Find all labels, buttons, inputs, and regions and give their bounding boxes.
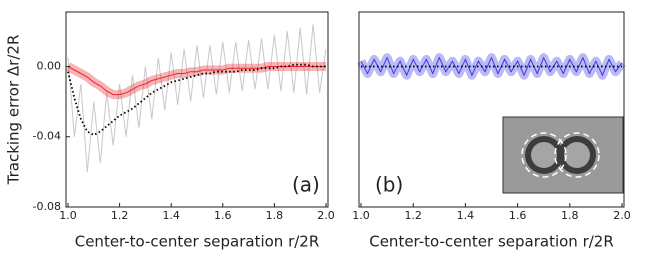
x-axis-label: Center-to-center separation r/2R [369,233,614,251]
x-tick-label: 1.2 [111,209,129,222]
panel-label: (a) [292,173,320,197]
x-tick-label: 1.8 [561,209,579,222]
inset-image [502,116,624,194]
x-tick-label: 1.6 [214,209,232,222]
line [67,66,326,96]
band [65,62,326,100]
y-tick-label: -0.04 [33,130,61,143]
x-tick-label: 1.0 [59,209,77,222]
y-axis-label: Tracking error Δr/2R [5,35,23,186]
x-tick-label: 1.8 [266,209,284,222]
fit-circle [554,132,600,178]
plot-frame [65,11,329,208]
x-tick-label: 2.0 [613,209,631,222]
particle-core [564,142,590,168]
line [67,24,327,172]
x-tick-label: 1.2 [404,209,422,222]
fit-circle [521,132,567,178]
plot-frame [358,11,625,208]
panel-label: (b) [375,173,403,197]
y-tick-label: -0.08 [33,200,61,213]
x-axis-label: Center-to-center separation r/2R [75,233,320,251]
y-tick-label: 0.00 [37,59,62,72]
x-tick-label: 1.0 [352,209,370,222]
x-tick-label: 1.4 [457,209,475,222]
x-tick-label: 2.0 [317,209,335,222]
x-tick-label: 1.6 [509,209,527,222]
x-tick-label: 1.4 [162,209,180,222]
particle-core [531,142,557,168]
